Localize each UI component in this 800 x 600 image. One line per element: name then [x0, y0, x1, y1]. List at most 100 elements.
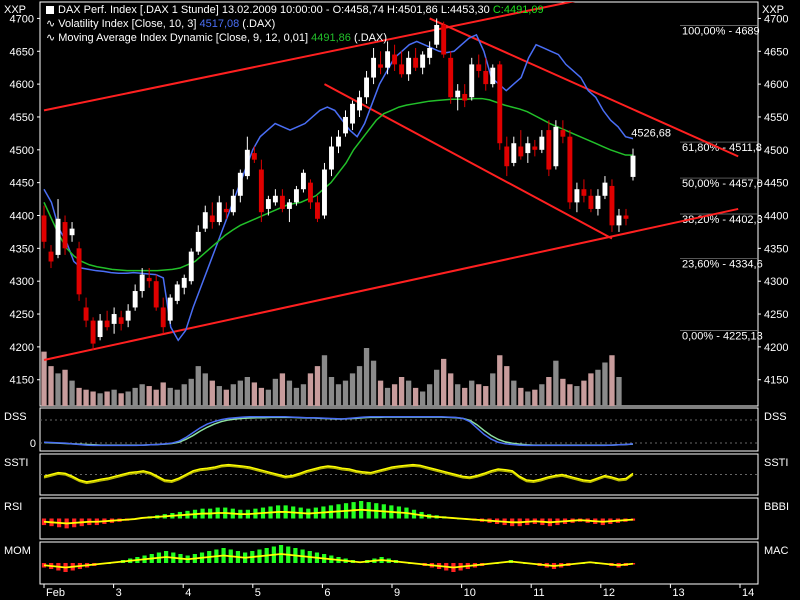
volume-bar: [62, 369, 68, 406]
close-value: C:4491,09: [489, 4, 544, 16]
indicator-panel-frame: [39, 541, 759, 585]
y-axis-label-right: 4300: [764, 276, 788, 288]
candle-body: [462, 93, 468, 101]
volume-bar: [546, 377, 552, 406]
candle-body: [258, 169, 264, 213]
volatility-label: Volatility Index [Close, 10, 3]: [58, 18, 200, 30]
volume-bar: [391, 384, 398, 406]
y-axis-label-right: 4700: [764, 13, 788, 25]
candle-body: [293, 189, 299, 203]
candle-body: [399, 64, 405, 75]
candle-body: [237, 172, 243, 196]
candle-body: [307, 182, 313, 203]
volume-bar: [223, 389, 229, 406]
volume-bar: [209, 380, 215, 406]
volume-bar: [405, 380, 412, 406]
volume-bar: [588, 373, 594, 406]
volume-bar: [76, 387, 82, 406]
volume-bar: [483, 386, 489, 406]
y-axis-label-right: 4350: [764, 243, 788, 255]
candle-body: [511, 143, 517, 163]
candle-body: [62, 222, 68, 249]
y-axis-label-left: 4600: [10, 79, 34, 91]
volume-bar: [300, 384, 307, 406]
candle-body: [90, 320, 96, 344]
volume-bar: [462, 387, 468, 406]
volume-bar: [321, 355, 328, 406]
candle-body: [125, 310, 131, 321]
candle-body: [616, 215, 622, 226]
volume-bar: [384, 387, 391, 406]
candle-body: [97, 320, 103, 338]
indicator-panel-frame: [39, 497, 759, 540]
candle-body: [595, 195, 601, 209]
candle-body: [195, 231, 201, 252]
moving-average-value: 4491,86: [311, 32, 351, 44]
candle-body: [41, 215, 47, 242]
candle-body: [188, 251, 194, 282]
y-axis-label-left: 4350: [10, 243, 34, 255]
candle-body: [329, 146, 334, 170]
line-legend-icon: ∿: [46, 32, 56, 44]
volume-bar: [195, 366, 201, 406]
volume-bar: [363, 348, 370, 406]
trend-value-label: 4526,68: [631, 127, 671, 139]
candle-body: [343, 116, 348, 134]
volume-bar: [202, 373, 208, 406]
volume-bar: [335, 384, 342, 406]
candle-body: [279, 195, 285, 209]
x-axis-label: 14: [742, 587, 754, 599]
volume-bar: [434, 369, 440, 406]
candle-body: [532, 146, 538, 150]
volume-bar: [377, 380, 384, 406]
open-value: O:4458,74: [332, 4, 384, 16]
volume-bar: [272, 378, 279, 406]
y-axis-label-right: 4400: [764, 210, 788, 222]
volume-bar: [609, 355, 615, 406]
candle-body: [476, 64, 482, 71]
volume-bar: [553, 360, 559, 406]
candle-body: [83, 307, 89, 321]
candle-body: [69, 228, 75, 236]
y-axis-label-left: 4650: [10, 46, 34, 58]
indicator-label-left: MOM: [4, 545, 31, 557]
candle-body: [602, 182, 608, 196]
volume-bar: [167, 387, 173, 406]
moving-average-label: Moving Average Index Dynamic [Close, 9, …: [58, 32, 312, 44]
volume-bar: [244, 377, 251, 406]
candle-body: [132, 291, 138, 308]
trend-line: [43, 207, 739, 361]
volume-bar: [518, 387, 524, 406]
volume-bar: [525, 391, 531, 406]
candle-body: [574, 189, 580, 203]
volume-bar: [398, 377, 405, 406]
candle-body: [483, 70, 489, 85]
x-axis-label: 3: [116, 587, 122, 599]
candle-body: [427, 47, 433, 58]
volume-bar: [342, 380, 349, 406]
volume-bar: [279, 373, 286, 406]
volume-bar: [448, 373, 454, 406]
indicator-label-left: SSTI: [4, 457, 28, 469]
volume-bar: [118, 393, 124, 406]
candle-body: [336, 136, 341, 147]
volume-bar: [174, 389, 180, 406]
volume-bar: [560, 378, 566, 406]
y-axis-label-left: 4150: [10, 375, 34, 387]
candle-body: [76, 248, 82, 295]
candle-body: [202, 212, 208, 229]
volume-bar: [125, 391, 131, 406]
candle-body: [567, 136, 573, 203]
candle-body: [490, 67, 496, 85]
volume-bar: [97, 393, 103, 406]
candle-body: [322, 169, 327, 216]
trend-line: [43, 2, 576, 112]
rsi-line: [43, 508, 634, 525]
volume-bar: [469, 380, 475, 406]
volume-bar: [41, 351, 47, 406]
volume-bar: [455, 384, 461, 406]
volume-bar: [504, 366, 510, 406]
x-axis-label: 11: [533, 587, 544, 599]
volume-bar: [251, 382, 258, 406]
